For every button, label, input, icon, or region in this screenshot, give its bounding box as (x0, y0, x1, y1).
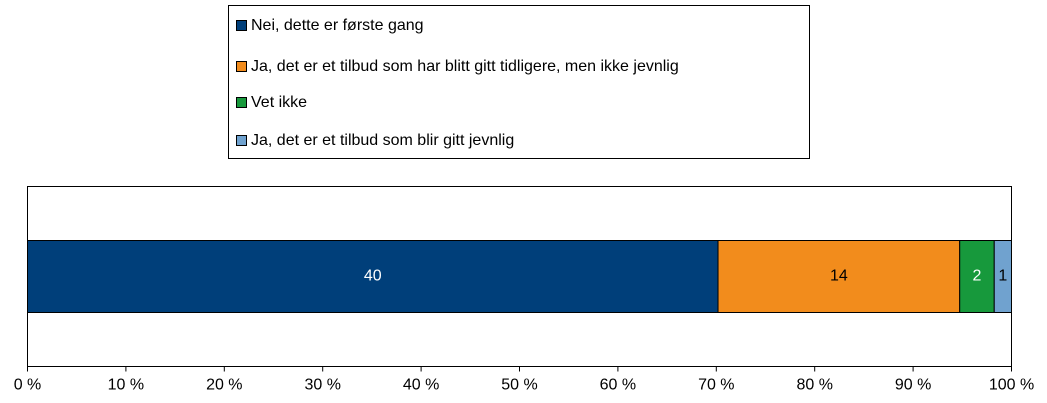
legend-swatch (236, 135, 247, 146)
legend-label: Ja, det er et tilbud som blir gitt jevnl… (251, 132, 514, 149)
legend-swatch (236, 61, 247, 72)
bar-segment (959, 240, 995, 313)
x-tick-label: 40 % (403, 377, 439, 394)
data-label: 14 (830, 268, 848, 285)
legend-label: Nei, dette er første gang (251, 17, 424, 34)
legend-box (228, 5, 810, 159)
bar-segment (27, 240, 719, 313)
legend-swatch (236, 97, 247, 108)
bar-segment (993, 240, 1012, 313)
bar-segment (717, 240, 961, 313)
x-tick-label: 30 % (304, 377, 340, 394)
legend-swatch (236, 20, 247, 31)
data-label: 40 (364, 268, 382, 285)
x-tick-label: 90 % (895, 377, 931, 394)
x-tick-label: 20 % (206, 377, 242, 394)
data-label: 1 (998, 268, 1007, 285)
legend-label: Vet ikke (251, 94, 307, 111)
x-tick-label: 80 % (796, 377, 832, 394)
data-label: 2 (973, 268, 982, 285)
legend-label: Ja, det er et tilbud som har blitt gitt … (251, 58, 679, 75)
x-tick-label: 0 % (14, 377, 42, 394)
x-tick-label: 10 % (108, 377, 144, 394)
x-tick-label: 60 % (600, 377, 636, 394)
x-tick-label: 50 % (501, 377, 537, 394)
x-tick-label: 70 % (698, 377, 734, 394)
x-tick-label: 100 % (989, 377, 1034, 394)
